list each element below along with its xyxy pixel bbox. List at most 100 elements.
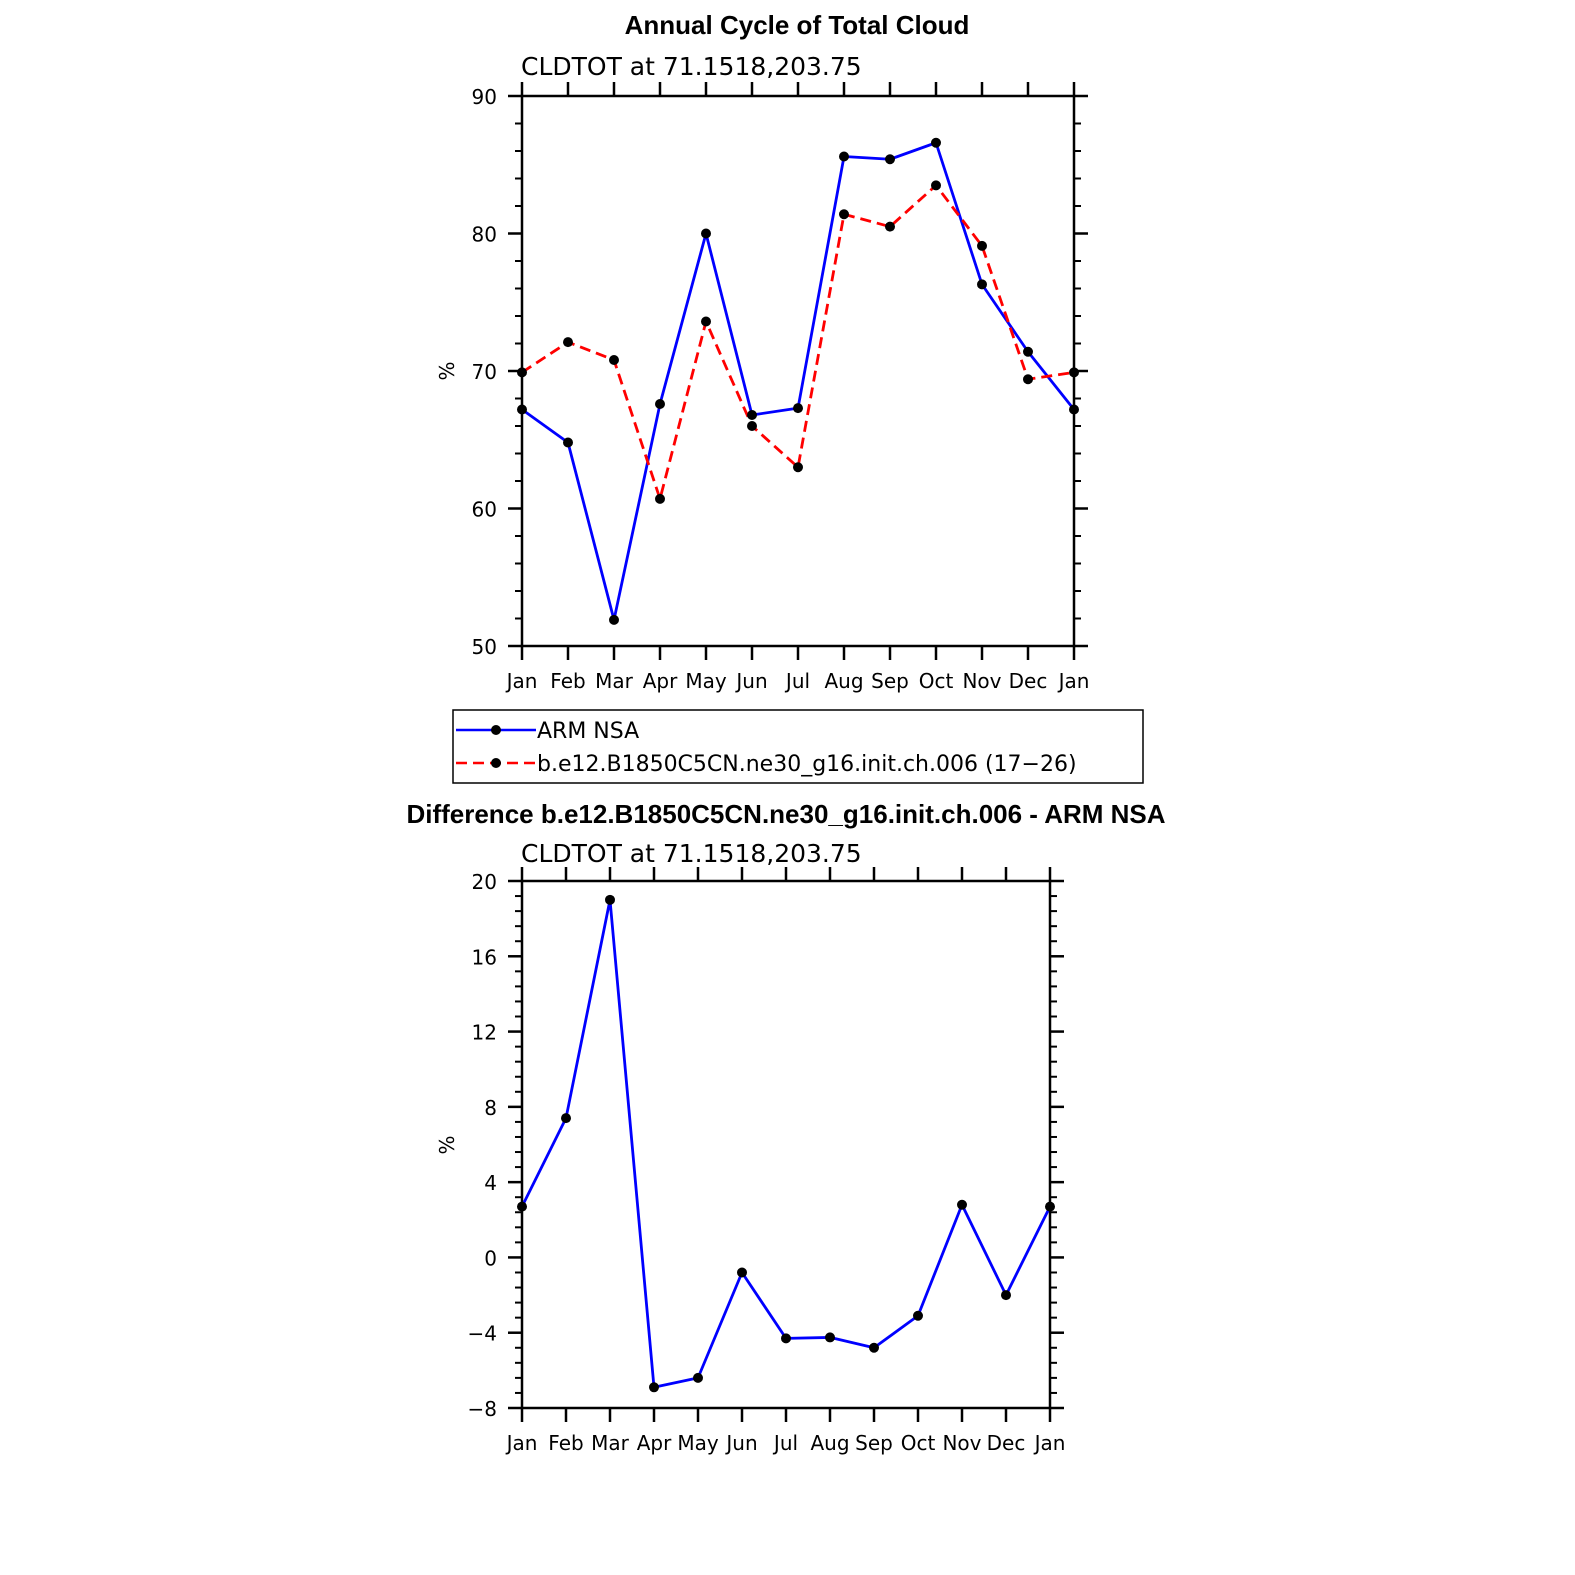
series-0-point <box>1023 346 1033 357</box>
chart2-ticks <box>508 867 1064 1422</box>
series-0-point <box>825 1332 835 1343</box>
series-line-1 <box>521 183 1075 501</box>
series-0-point <box>869 1342 879 1353</box>
series-line-0 <box>520 898 1052 1389</box>
y-tick-label: −4 <box>468 1322 497 1346</box>
x-tick-label: Jul <box>784 669 810 693</box>
series-0-point <box>1069 404 1079 415</box>
y-tick-label: 70 <box>472 360 497 384</box>
x-tick-label: Feb <box>548 1431 583 1455</box>
legend-arm-label: ARM NSA <box>537 719 639 744</box>
series-0-point <box>517 404 527 415</box>
legend-model-label: b.e12.B1850C5CN.ne30_g16.init.ch.006 (17… <box>537 752 1077 777</box>
x-tick-label: Jan <box>1057 669 1090 693</box>
series-1-point <box>701 316 711 327</box>
series-1-point <box>977 240 987 251</box>
series-0-point <box>701 228 711 239</box>
series-0-point <box>655 399 665 409</box>
chart2-ylabel: % <box>435 1135 459 1154</box>
series-1-point <box>885 221 895 232</box>
y-tick-label: 0 <box>484 1246 497 1270</box>
series-0-point <box>609 614 619 625</box>
series-0-point <box>913 1310 923 1321</box>
series-0-point <box>737 1267 747 1278</box>
series-1-point <box>839 209 849 220</box>
series-1-point <box>1069 367 1079 378</box>
series-0-point <box>693 1372 703 1383</box>
series-0-point <box>1001 1290 1011 1301</box>
chart1-series <box>517 137 1079 625</box>
series-1-point <box>517 367 527 378</box>
y-tick-label: 20 <box>472 870 497 894</box>
series-0-point <box>747 410 757 420</box>
series-0-point <box>1045 1201 1055 1212</box>
series-0-point <box>517 1201 527 1212</box>
x-tick-label: Jan <box>1033 1431 1066 1455</box>
legend-model-marker <box>491 758 501 768</box>
x-tick-label: Dec <box>1009 669 1048 693</box>
chart1-ticks <box>508 82 1088 660</box>
x-tick-label: May <box>685 669 727 693</box>
chart2-title: Difference b.e12.B1850C5CN.ne30_g16.init… <box>406 799 1165 829</box>
series-0-point <box>977 279 987 290</box>
series-1-point <box>747 421 757 431</box>
series-1-point <box>609 355 619 365</box>
x-tick-label: Dec <box>987 1431 1026 1455</box>
x-tick-label: Apr <box>637 1431 672 1455</box>
chart2-plot-frame <box>520 879 1052 1410</box>
y-tick-label: −8 <box>468 1397 497 1421</box>
chart1-y-tick-labels: 50 60 70 80 90 <box>472 85 497 659</box>
y-tick-label: 50 <box>472 635 497 659</box>
series-1-point <box>931 180 941 191</box>
chart1-x-tick-labels: Jan Feb Mar Apr May Jun Jul Aug Sep Oct Nov Dec Jan <box>505 669 1090 693</box>
x-tick-label: Aug <box>810 1431 849 1455</box>
series-0-point <box>605 894 615 905</box>
x-tick-label: May <box>677 1431 719 1455</box>
series-0-point <box>781 1333 791 1344</box>
series-1-point <box>655 493 665 504</box>
x-tick-label: Jan <box>505 1431 538 1455</box>
y-tick-label: 8 <box>484 1096 497 1120</box>
series-0-point <box>957 1199 967 1210</box>
chart1-ylabel: % <box>435 361 459 380</box>
x-tick-label: Mar <box>591 1431 630 1455</box>
y-tick-label: 60 <box>472 498 497 522</box>
series-1-point <box>563 337 573 348</box>
x-tick-label: Sep <box>855 1431 893 1455</box>
y-tick-label: 90 <box>472 85 497 109</box>
y-tick-label: 4 <box>484 1171 497 1195</box>
x-tick-label: Mar <box>595 669 634 693</box>
legend-box <box>452 709 1144 784</box>
x-tick-label: Feb <box>550 669 585 693</box>
chart1-title: Annual Cycle of Total Cloud <box>625 10 970 40</box>
series-1-point <box>1023 374 1033 385</box>
legend-arm-marker <box>491 725 501 735</box>
x-tick-label: Aug <box>824 669 863 693</box>
series-0-point <box>563 437 573 448</box>
x-tick-label: Oct <box>901 1431 936 1455</box>
x-tick-label: Sep <box>871 669 909 693</box>
series-0-point <box>561 1113 571 1124</box>
series-0-point <box>931 137 941 148</box>
series-0-point <box>839 151 849 162</box>
chart2-y-tick-labels: −8 −4 0 4 8 12 16 20 <box>468 870 497 1421</box>
chart2-x-tick-labels: Jan Feb Mar Apr May Jun Jul Aug Sep Oct Nov Dec Jan <box>505 1431 1066 1455</box>
chart2-series <box>517 894 1055 1393</box>
y-tick-label: 80 <box>472 223 497 247</box>
series-line-0 <box>521 141 1076 622</box>
series-1-point <box>793 462 803 473</box>
x-tick-label: Jun <box>724 1431 757 1455</box>
series-0-point <box>649 1382 659 1393</box>
chart1-plot-frame <box>520 94 1076 648</box>
chart1-subtitle: CLDTOT at 71.1518,203.75 <box>521 52 862 81</box>
annual-cycle-chart: Annual Cycle of Total Cloud CLDTOT at 71… <box>435 10 1089 693</box>
x-tick-label: Apr <box>643 669 678 693</box>
x-tick-label: Nov <box>942 1431 981 1455</box>
x-tick-label: Jul <box>772 1431 798 1455</box>
y-tick-label: 16 <box>472 945 497 969</box>
series-0-point <box>885 154 895 165</box>
series-0-point <box>793 403 803 414</box>
chart2-subtitle: CLDTOT at 71.1518,203.75 <box>521 839 862 868</box>
x-tick-label: Nov <box>962 669 1001 693</box>
